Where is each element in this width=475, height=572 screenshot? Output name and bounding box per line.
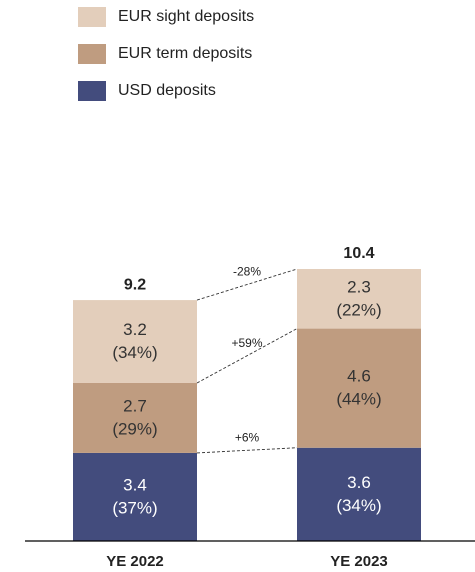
legend-swatch [78, 7, 106, 27]
connector [196, 268, 298, 301]
value-label: 3.2 [123, 320, 147, 339]
x-tick-label: YE 2023 [330, 553, 388, 570]
legend-swatch [78, 44, 106, 64]
share-label: (34%) [336, 496, 381, 515]
connector [196, 328, 298, 384]
bar-segment [297, 447, 421, 541]
value-label: 2.7 [123, 396, 147, 415]
bar-segment [73, 300, 197, 383]
value-label: 2.3 [347, 277, 371, 296]
share-label: (37%) [112, 498, 157, 517]
share-label: (29%) [112, 419, 157, 438]
x-tick-label: YE 2022 [106, 553, 164, 570]
share-label: (34%) [112, 343, 157, 362]
total-label: 9.2 [124, 276, 146, 293]
share-label: (44%) [336, 390, 381, 409]
legend-label: EUR term deposits [118, 45, 252, 62]
connector [196, 447, 298, 454]
change-label: +59% [231, 336, 262, 350]
legend-swatch [78, 81, 106, 101]
legend-label: EUR sight deposits [118, 8, 254, 25]
bar-segment [73, 452, 197, 541]
total-label: 10.4 [343, 245, 374, 262]
bar-segment [297, 328, 421, 448]
change-label: +6% [235, 431, 260, 445]
legend-label: USD deposits [118, 82, 216, 99]
value-label: 3.6 [347, 473, 371, 492]
bar-segment [73, 382, 197, 453]
value-label: 4.6 [347, 367, 371, 386]
value-label: 3.4 [123, 475, 147, 494]
share-label: (22%) [336, 300, 381, 319]
bar-segment [297, 269, 421, 329]
change-label: -28% [233, 265, 261, 279]
